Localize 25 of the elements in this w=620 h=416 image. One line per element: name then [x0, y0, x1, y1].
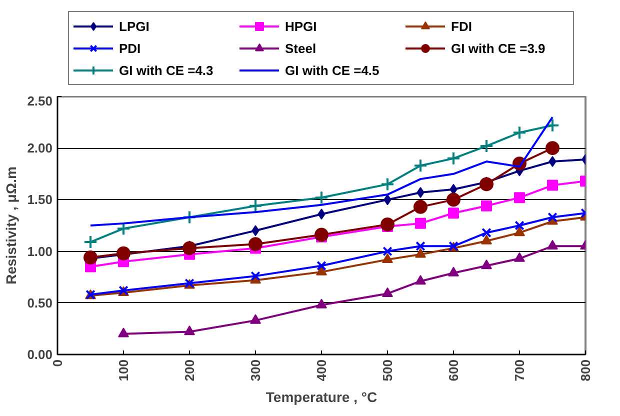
legend-label: LPGI	[119, 18, 150, 34]
y-tick-label: 0.00	[27, 347, 53, 362]
x-tick-label: 100	[116, 359, 131, 382]
y-tick-label: 1.00	[27, 244, 53, 259]
y-tick-label: 2.00	[27, 140, 53, 156]
x-axis-title: Temperature , °C	[266, 389, 378, 406]
legend-label: GI with CE =4.5	[285, 62, 380, 78]
y-tick-label: 0.50	[27, 295, 53, 310]
x-tick-label: 400	[314, 359, 329, 382]
x-tick-label: 600	[446, 359, 461, 382]
x-tick-label: 700	[512, 359, 527, 382]
x-tick-label: 300	[248, 359, 263, 382]
x-tick-label: 200	[182, 359, 197, 382]
legend-label: PDI	[119, 40, 142, 56]
y-tick-label: 1.50	[27, 192, 53, 208]
x-tick-label: 500	[380, 359, 395, 382]
x-tick-label: 0	[50, 359, 65, 367]
y-axis-title: Resistivity , μΩ.m	[3, 166, 20, 284]
y-tick-label: 2.50	[27, 94, 53, 108]
legend-label: HPGI	[285, 18, 318, 34]
legend-label: GI with CE =4.3	[119, 62, 214, 78]
legend-label: Steel	[285, 40, 318, 56]
legend-label: FDI	[451, 18, 473, 34]
legend-label: GI with CE =3.9	[451, 40, 546, 56]
x-tick-label: 800	[578, 359, 593, 382]
